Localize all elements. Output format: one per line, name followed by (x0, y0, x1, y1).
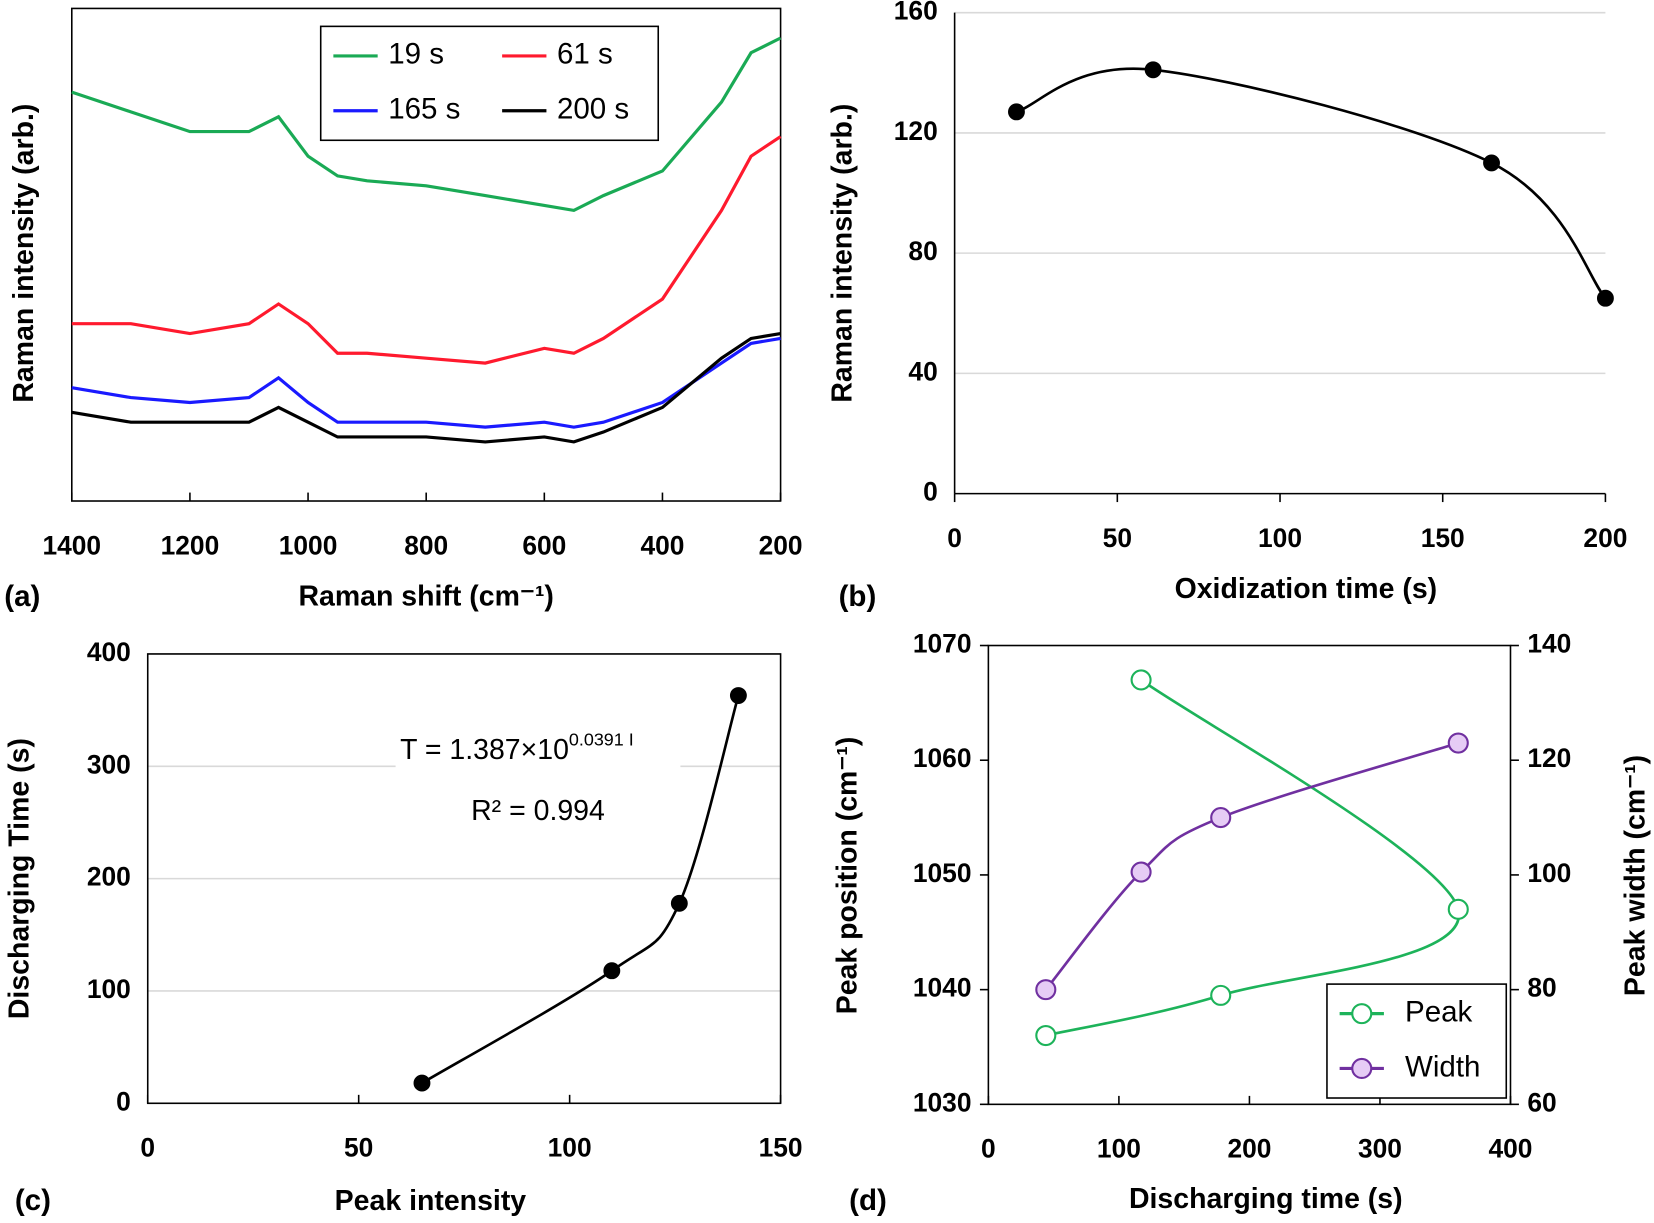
x-tick-label: 200 (1227, 1134, 1271, 1164)
y2-axis-label: Peak width (cm⁻¹) (1620, 755, 1652, 996)
legend-label: 200 s (557, 93, 629, 126)
x-tick-label: 100 (1258, 523, 1302, 553)
annotation-text: R² = 0.994 (471, 795, 605, 827)
y-axis-label: Discharging Time (s) (4, 738, 36, 1019)
plot-frame (987, 644, 1512, 1106)
series-line (1016, 67, 1607, 300)
data-point (1008, 103, 1025, 121)
data-point (1035, 1024, 1057, 1047)
y-tick-label: 200 (87, 862, 131, 892)
data-point (729, 687, 747, 704)
x-tick-label: 400 (1488, 1134, 1532, 1164)
x-tick-label: 100 (548, 1133, 592, 1163)
y-axis-label: Raman intensity (arb.) (8, 104, 40, 403)
y-tick-label: 40 (908, 356, 937, 386)
data-point (1447, 898, 1469, 920)
y-tick-label: 100 (87, 974, 131, 1004)
y2-tick-label: 100 (1527, 858, 1571, 888)
y-tick-label: 1050 (913, 858, 972, 888)
trend-curve (1045, 678, 1461, 1037)
legend-label: 61 s (557, 38, 613, 71)
data-point (1035, 979, 1057, 1001)
legend-marker (1351, 1057, 1373, 1080)
data-point (413, 1074, 431, 1092)
x-tick-label: 0 (981, 1134, 996, 1164)
data-point (1596, 289, 1614, 307)
x-tick-label: 200 (759, 530, 803, 560)
x-tick-label: 600 (522, 530, 566, 560)
x-tick-label: 300 (1358, 1134, 1402, 1164)
trend-curve (421, 695, 740, 1085)
data-point (1210, 984, 1232, 1006)
y2-tick-label: 120 (1527, 743, 1571, 773)
y-tick-label: 120 (894, 116, 938, 146)
x-axis-label: Peak intensity (335, 1185, 527, 1217)
data-point (1144, 61, 1162, 79)
annotation-bg (395, 727, 681, 775)
plot-frame (70, 7, 782, 502)
annotation-superscript: 0.0391 I (569, 729, 634, 749)
data-point (1130, 669, 1152, 691)
x-tick-label: 0 (140, 1133, 155, 1163)
panel-label: (b) (839, 580, 877, 613)
series-line (71, 336, 781, 429)
y-tick-label: 1070 (913, 628, 972, 658)
data-point (603, 962, 621, 980)
y-axis-label: Peak position (cm⁻¹) (832, 737, 864, 1015)
x-tick-label: 1400 (42, 530, 101, 560)
y-tick-label: 1030 (913, 1087, 972, 1117)
x-tick-label: 100 (1097, 1134, 1141, 1164)
legend-label: Peak (1405, 995, 1473, 1028)
y-tick-label: 1060 (913, 743, 972, 773)
y2-tick-label: 60 (1527, 1087, 1556, 1117)
y-tick-label: 1040 (913, 973, 972, 1003)
data-point (1447, 732, 1469, 754)
x-tick-label: 200 (1583, 523, 1627, 553)
series-line (71, 331, 781, 444)
x-tick-label: 0 (947, 523, 962, 553)
x-tick-label: 150 (759, 1133, 803, 1163)
annotation-text: T = 1.387×10 (400, 734, 569, 766)
x-tick-label: 400 (640, 530, 684, 560)
x-axis-label: Oxidization time (s) (1175, 573, 1438, 605)
x-tick-label: 150 (1421, 523, 1465, 553)
x-tick-label: 50 (1103, 523, 1132, 553)
legend-marker (1351, 1003, 1373, 1025)
data-point (1483, 154, 1500, 172)
data-point (670, 894, 688, 912)
data-point (1210, 807, 1232, 829)
legend-label: 19 s (388, 38, 444, 71)
y-tick-label: 0 (923, 477, 938, 507)
x-tick-label: 1200 (161, 530, 220, 560)
panel-label: (a) (4, 580, 40, 613)
y-tick-label: 80 (908, 236, 937, 266)
x-axis-label: Discharging time (s) (1129, 1183, 1403, 1215)
series-line (71, 36, 782, 213)
plot-frame (146, 653, 782, 1105)
x-tick-label: 800 (404, 530, 448, 560)
x-axis-label: Raman shift (cm⁻¹) (298, 581, 553, 613)
y-tick-label: 300 (87, 749, 131, 779)
series-line (71, 135, 782, 365)
x-tick-label: 1000 (279, 530, 338, 560)
panel-label: (c) (15, 1184, 51, 1217)
legend-label: 165 s (388, 93, 460, 126)
legend-box (1326, 983, 1508, 1099)
data-point (1130, 861, 1152, 883)
x-tick-label: 50 (344, 1133, 373, 1163)
annotation: R² = 0.994 (471, 795, 605, 827)
legend-box (319, 25, 660, 142)
annotation: T = 1.387×100.0391 I (400, 729, 634, 765)
trend-curve (1044, 741, 1459, 991)
panel-label: (d) (849, 1184, 887, 1217)
y-tick-label: 400 (87, 637, 131, 667)
y-axis-label: Raman intensity (arb.) (826, 104, 858, 403)
y-tick-label: 160 (894, 0, 938, 26)
y-tick-label: 0 (116, 1086, 131, 1116)
legend-label: Width (1405, 1050, 1480, 1083)
y2-tick-label: 140 (1527, 628, 1571, 658)
y2-tick-label: 80 (1527, 973, 1556, 1003)
